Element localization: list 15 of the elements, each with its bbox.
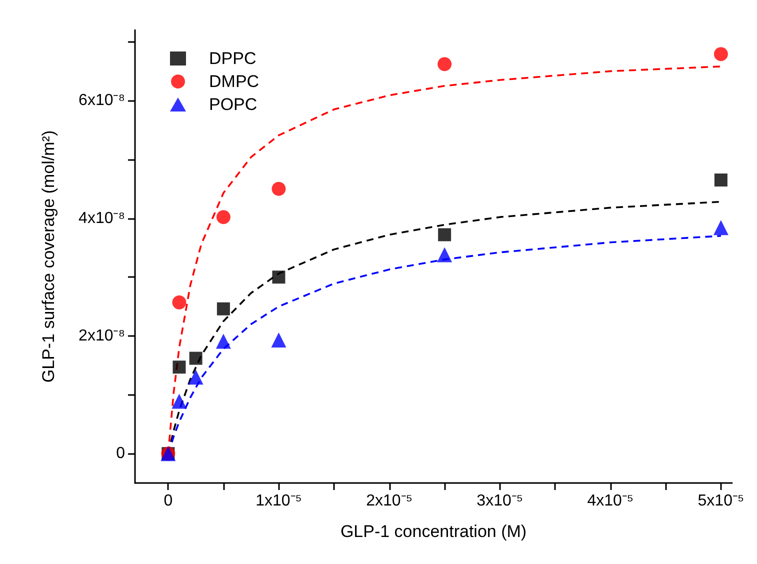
legend-label: POPC xyxy=(209,95,258,114)
x-tick-label: 3x10⁻⁵ xyxy=(476,492,523,510)
y-tick-label: 2x10⁻⁸ xyxy=(78,327,125,344)
legend-label: DPPC xyxy=(209,49,256,68)
legend-label: DMPC xyxy=(209,72,260,91)
x-tick-label: 2x10⁻⁵ xyxy=(366,492,412,510)
y-axis-title: GLP-1 surface coverage (mol/m²) xyxy=(39,130,58,383)
x-tick-label: 1x10⁻⁵ xyxy=(256,492,302,510)
y-tick-label: 4x10⁻⁸ xyxy=(78,210,125,227)
x-tick-label: 5x10⁻⁵ xyxy=(698,492,744,510)
x-tick-label: 4x10⁻⁵ xyxy=(587,492,634,510)
x-tick-label: 0 xyxy=(164,492,173,510)
y-tick-label: 6x10⁻⁸ xyxy=(78,92,125,110)
x-axis-title: GLP-1 concentration (M) xyxy=(340,522,527,541)
y-tick-label: 0 xyxy=(116,445,126,462)
